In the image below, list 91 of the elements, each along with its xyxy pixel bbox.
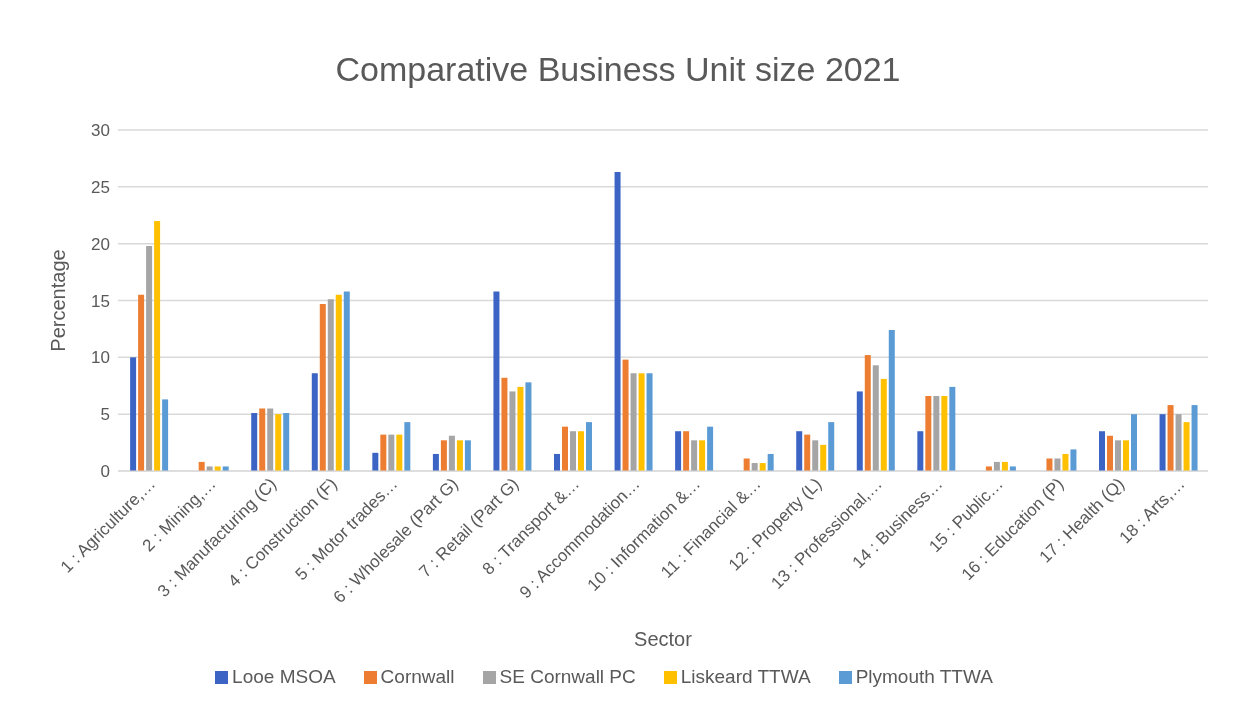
bar — [638, 373, 645, 471]
bar — [456, 440, 463, 471]
bar — [432, 453, 439, 471]
bar — [440, 440, 447, 471]
bar — [804, 434, 811, 471]
bar — [1191, 405, 1198, 471]
bar — [267, 408, 274, 471]
legend-label: Liskeard TTWA — [680, 666, 811, 687]
bar — [941, 395, 948, 471]
bar — [335, 294, 342, 471]
bar — [1070, 449, 1077, 471]
bar — [767, 453, 774, 471]
bar — [501, 377, 508, 471]
chart-title: Comparative Business Unit size 2021 — [334, 49, 902, 90]
bar — [327, 299, 334, 471]
bar — [448, 435, 455, 471]
bar — [311, 373, 318, 471]
bar — [525, 382, 532, 471]
bar — [622, 359, 629, 471]
bar — [1159, 414, 1166, 471]
bar — [699, 440, 706, 471]
bar — [1183, 422, 1190, 471]
bar — [554, 453, 560, 471]
legend-label: Looe MSOA — [232, 666, 336, 687]
bar — [130, 357, 137, 471]
bar — [517, 386, 524, 471]
bar — [586, 422, 592, 471]
bar — [562, 426, 568, 471]
bar — [614, 172, 621, 471]
bar — [1123, 440, 1129, 471]
bar — [872, 365, 879, 471]
bar — [1175, 414, 1182, 471]
bar — [925, 395, 932, 471]
bar — [917, 431, 924, 471]
bar — [880, 378, 887, 471]
bar — [1099, 431, 1105, 471]
y-tick-label: 5 — [100, 405, 110, 425]
bar — [707, 426, 714, 471]
y-tick-label: 15 — [91, 291, 110, 311]
bar — [578, 431, 584, 471]
bar — [570, 431, 576, 471]
bar — [743, 458, 750, 471]
y-tick-label: 0 — [100, 462, 110, 482]
legend-label: Plymouth TTWA — [855, 666, 993, 687]
bar — [319, 303, 326, 471]
y-axis-title: Percentage — [47, 249, 70, 352]
legend-label: Cornwall — [380, 666, 455, 687]
bar — [509, 391, 516, 471]
legend-label: SE Cornwall PC — [499, 666, 636, 687]
bar — [1167, 405, 1174, 471]
bar — [949, 386, 956, 471]
bar — [404, 422, 411, 471]
bar — [1062, 453, 1069, 471]
bar — [1131, 414, 1137, 471]
y-tick-label: 20 — [91, 234, 110, 254]
bar — [888, 330, 895, 471]
bar — [820, 444, 827, 471]
bar — [138, 294, 145, 471]
bar — [154, 220, 161, 471]
bar — [162, 399, 169, 471]
bar — [464, 440, 471, 471]
bar — [933, 395, 940, 471]
y-tick-label: 25 — [91, 177, 110, 197]
bar — [146, 245, 153, 471]
x-axis-title: Sector — [634, 628, 693, 650]
bar — [275, 414, 282, 471]
bar — [796, 431, 803, 471]
bar — [343, 291, 350, 471]
bar — [1046, 458, 1053, 471]
bar — [675, 431, 682, 471]
bar — [259, 408, 266, 471]
bar — [1115, 440, 1121, 471]
bar — [856, 391, 863, 471]
bar — [646, 373, 653, 471]
bar — [1054, 458, 1061, 471]
bar — [380, 434, 387, 471]
bar — [683, 431, 690, 471]
bar — [630, 373, 637, 471]
bar — [388, 434, 395, 471]
bar — [372, 452, 379, 471]
y-tick-label: 10 — [91, 348, 110, 368]
bar — [493, 291, 500, 471]
bar — [396, 434, 403, 471]
bar — [812, 440, 819, 471]
bar — [283, 413, 290, 471]
bar — [864, 355, 871, 471]
bar — [1107, 435, 1113, 471]
bar — [251, 413, 258, 471]
y-tick-label: 30 — [91, 121, 110, 141]
bar — [691, 440, 698, 471]
bar — [828, 422, 835, 471]
